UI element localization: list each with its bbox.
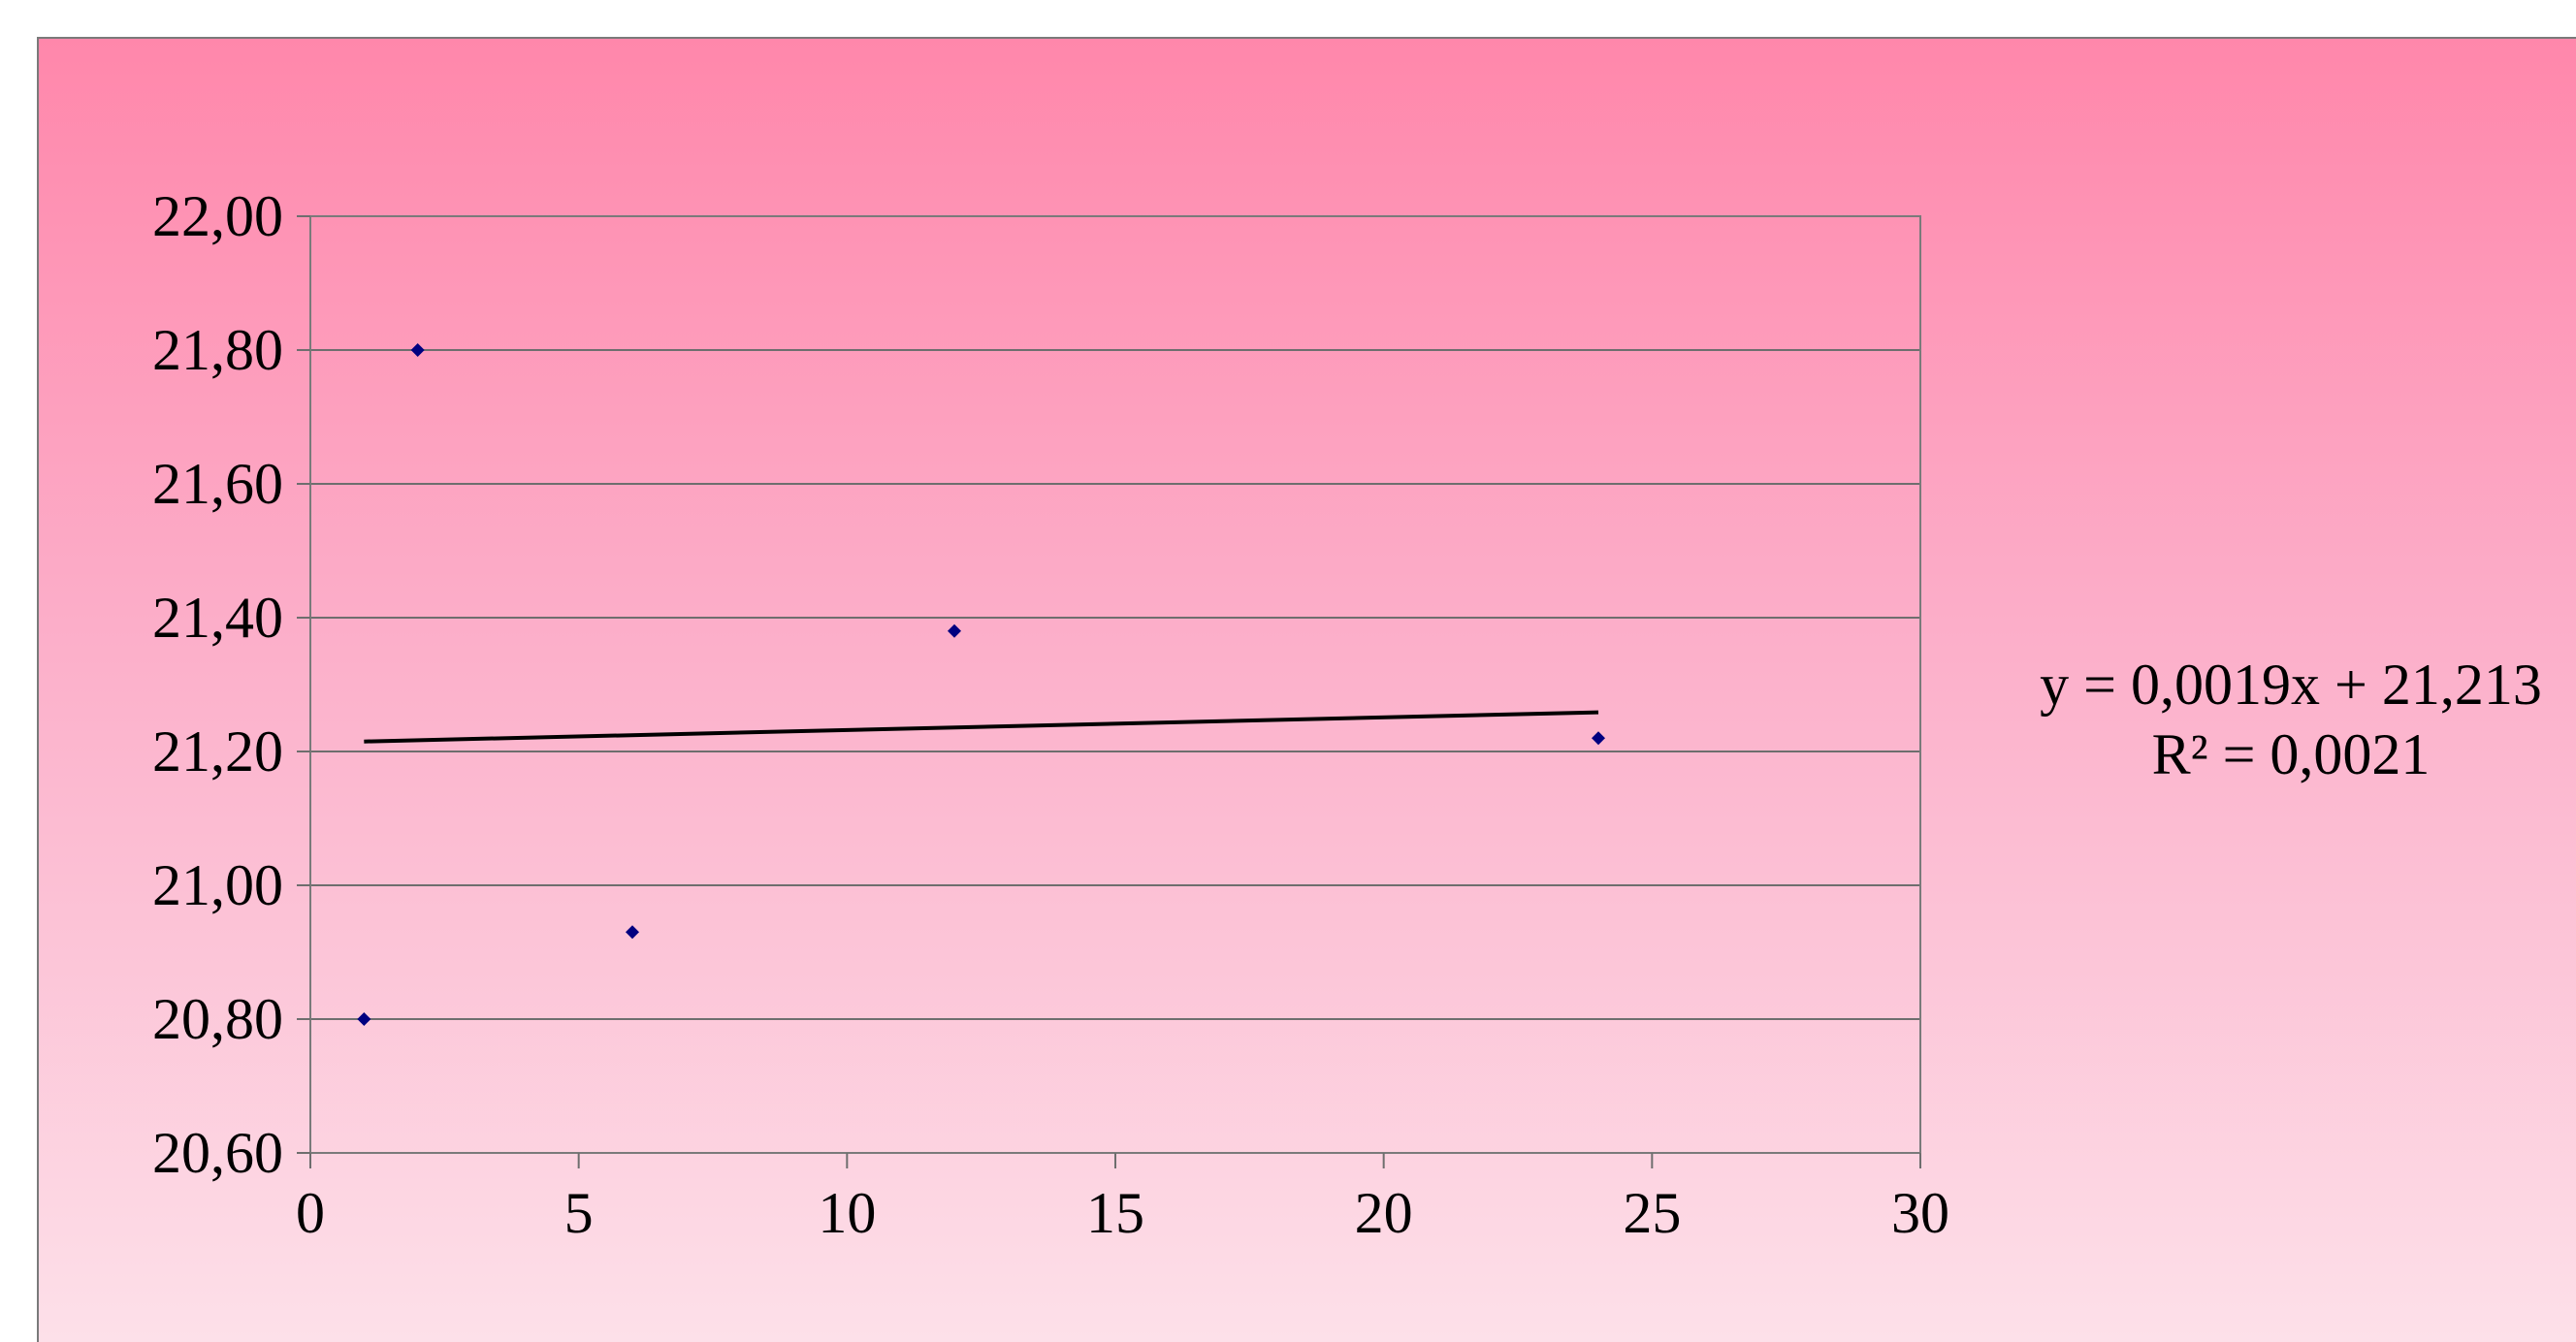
x-tick-label: 5 (564, 1181, 594, 1245)
x-tick-label: 15 (1086, 1181, 1144, 1245)
data-points (357, 343, 1605, 1026)
x-tick-label: 20 (1355, 1181, 1413, 1245)
trendline (364, 710, 1599, 744)
y-tick-label: 20,60 (152, 1121, 283, 1185)
data-point (410, 343, 425, 357)
y-tick-label: 20,80 (152, 987, 283, 1051)
x-tick-label: 10 (818, 1181, 876, 1245)
y-tick-label: 21,80 (152, 318, 283, 382)
chart-area (37, 37, 2576, 1342)
y-tick-label: 21,60 (152, 452, 283, 516)
trendline-r-squared: R² = 0,0021 (2152, 722, 2431, 786)
axes (309, 215, 1921, 1154)
data-point (1592, 731, 1605, 746)
data-point (948, 623, 961, 638)
y-tick-label: 21,00 (152, 853, 283, 917)
gridlines (310, 215, 1920, 1154)
y-tick-label: 21,40 (152, 586, 283, 650)
data-point (626, 925, 639, 940)
y-axis-ticks: 20,60 20,80 21,00 21,20 21,40 21,60 21,80 22,00 (152, 184, 310, 1185)
y-tick-label: 21,20 (152, 719, 283, 783)
plot-area-frame (309, 215, 1921, 1154)
x-axis-ticks: 0 5 10 15 20 25 30 (296, 1153, 1949, 1245)
data-point (357, 1012, 371, 1026)
trendline-equation: y = 0,0019x + 21,213 (2040, 653, 2542, 717)
x-tick-label: 25 (1623, 1181, 1681, 1245)
trendline-group (364, 710, 1599, 744)
x-tick-label: 30 (1891, 1181, 1949, 1245)
x-tick-label: 0 (296, 1181, 325, 1245)
y-tick-label: 22,00 (152, 184, 283, 248)
